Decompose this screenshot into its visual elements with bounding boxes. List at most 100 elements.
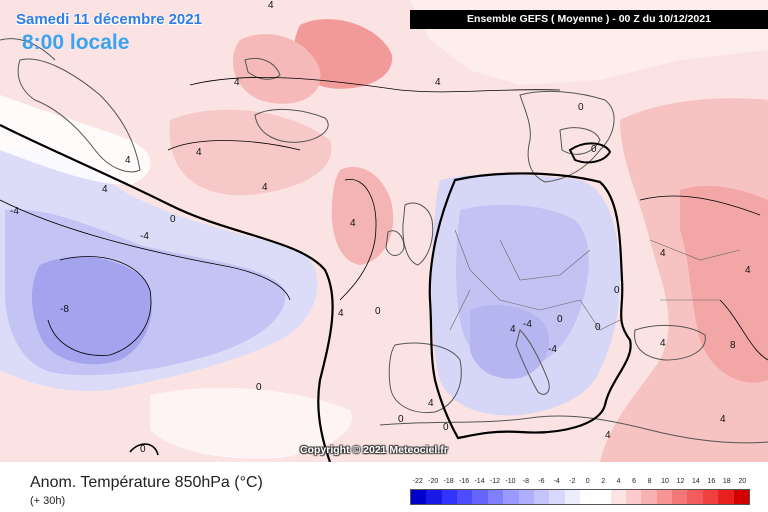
contour-label: 4 bbox=[435, 77, 441, 88]
contour-label: 0 bbox=[443, 422, 449, 433]
plus8-isoline-east bbox=[719, 299, 768, 361]
minus8-isoline bbox=[47, 256, 152, 356]
contour-label: 0 bbox=[578, 102, 584, 113]
map-canvas: 4 4 4 4 4 4 0 0 0 0 -4 -4 -8 4 0 4 0 4 4… bbox=[0, 0, 768, 462]
central-atlantic-warm bbox=[169, 109, 332, 196]
forecast-local-time: 8:00 locale bbox=[22, 31, 130, 54]
color-scale-legend: -22 -20 -18 -16 -14 -12 -10 -8 -6 -4 -2 0 2 4 6 8 10 12 14… bbox=[410, 478, 750, 508]
plus4-isoline-tongue bbox=[339, 178, 377, 301]
contour-label: -4 bbox=[523, 319, 532, 330]
italy-coast bbox=[515, 329, 550, 395]
legend-color-cell bbox=[533, 490, 550, 504]
contour-label: 0 bbox=[557, 314, 563, 325]
cold-pool-core bbox=[31, 256, 152, 365]
zero-contour-south bbox=[129, 443, 159, 456]
contour-label: 4 bbox=[338, 308, 344, 319]
plus4-isoline-mid bbox=[167, 140, 301, 151]
contour-label: -4 bbox=[140, 231, 149, 242]
legend-tick-label: 8 bbox=[647, 478, 652, 485]
contour-label: 0 bbox=[595, 322, 601, 333]
forecast-date: Samedi 11 décembre 2021 bbox=[16, 11, 202, 28]
legend-tick-row: -22 -20 -18 -16 -14 -12 -10 -8 -6 -4 -2 0 2 4 6 8 10 12 14… bbox=[410, 478, 750, 488]
legend-tick-label: -2 bbox=[569, 478, 576, 485]
legend-color-cell bbox=[595, 490, 611, 504]
legend-color-cell bbox=[457, 490, 473, 504]
svalbard-coast bbox=[244, 57, 281, 80]
legend-tick-label: -22 bbox=[412, 478, 423, 485]
greenland-coast bbox=[17, 58, 141, 173]
legend-tick-label: -18 bbox=[443, 478, 454, 485]
legend-color-cell bbox=[687, 490, 703, 504]
legend-color-bar bbox=[410, 489, 750, 505]
contour-label: 4 bbox=[196, 147, 202, 158]
zero-contour-europe bbox=[428, 172, 632, 440]
contour-label: 0 bbox=[591, 144, 597, 155]
lead-time: (+ 30h) bbox=[30, 495, 66, 507]
contour-label: -4 bbox=[10, 206, 19, 217]
contour-label: 4 bbox=[234, 77, 240, 88]
legend-color-cell bbox=[518, 490, 534, 504]
contour-label: 4 bbox=[605, 430, 611, 441]
contour-label: 4 bbox=[745, 265, 751, 276]
legend-color-cell bbox=[472, 490, 488, 504]
contour-label: 0 bbox=[614, 285, 620, 296]
gulf-of-bothnia bbox=[559, 127, 601, 155]
minus4-isoline bbox=[0, 199, 291, 301]
legend-tick-label: 0 bbox=[585, 478, 590, 485]
greenland-coast-north bbox=[0, 38, 56, 61]
contour-label: 4 bbox=[350, 218, 356, 229]
contour-label: 0 bbox=[170, 214, 176, 225]
contour-label: 4 bbox=[125, 155, 131, 166]
legend-color-cell bbox=[718, 490, 734, 504]
legend-tick-label: -12 bbox=[489, 478, 501, 485]
contour-label: -8 bbox=[60, 304, 69, 315]
legend-color-cell bbox=[702, 490, 719, 504]
legend-tick-label: 20 bbox=[738, 478, 747, 485]
legend-tick-label: -20 bbox=[428, 478, 439, 485]
scandinavia-coast bbox=[519, 90, 615, 183]
contour-label: 4 bbox=[268, 0, 274, 11]
legend-color-cell bbox=[549, 490, 565, 504]
legend-color-cell bbox=[426, 490, 442, 504]
contour-label: 8 bbox=[730, 340, 736, 351]
legend-color-cell bbox=[626, 490, 642, 504]
footer-bar: Anom. Température 850hPa (°C) (+ 30h) -2… bbox=[0, 462, 768, 512]
legend-tick-label: 10 bbox=[661, 478, 669, 485]
contour-label: 4 bbox=[720, 414, 726, 425]
iberia-coast bbox=[388, 342, 462, 414]
legend-tick-label: -6 bbox=[538, 478, 545, 485]
legend-color-cell bbox=[672, 490, 688, 504]
great-britain-coast bbox=[402, 202, 434, 266]
legend-color-cell bbox=[441, 490, 458, 504]
zero-zone-west bbox=[0, 95, 151, 185]
contour-label: 0 bbox=[375, 306, 381, 317]
legend-tick-label: 14 bbox=[692, 478, 700, 485]
legend-color-cell bbox=[656, 490, 673, 504]
contour-label: 4 bbox=[428, 398, 434, 409]
iceland-coast bbox=[254, 109, 329, 143]
legend-tick-label: 4 bbox=[616, 478, 621, 485]
anomaly-map: 4 4 4 4 4 4 0 0 0 0 -4 -4 -8 4 0 4 0 4 4… bbox=[0, 0, 768, 462]
legend-color-cell bbox=[641, 490, 657, 504]
legend-tick-label: 12 bbox=[676, 478, 685, 485]
legend-color-cell bbox=[411, 490, 427, 504]
contour-label: 4 bbox=[102, 184, 108, 195]
legend-tick-label: -4 bbox=[553, 478, 560, 485]
legend-tick-label: 2 bbox=[601, 478, 606, 485]
contour-label: 4 bbox=[262, 182, 268, 193]
contour-label: 0 bbox=[398, 414, 404, 425]
parameter-title: Anom. Température 850hPa (°C) bbox=[30, 474, 263, 491]
legend-tick-label: 16 bbox=[707, 478, 716, 485]
legend-color-cell bbox=[487, 490, 504, 504]
plus4-isoline-north bbox=[189, 77, 561, 93]
legend-tick-label: -10 bbox=[505, 478, 516, 485]
legend-tick-label: -16 bbox=[459, 478, 470, 485]
model-run-banner: Ensemble GEFS ( Moyenne ) - 00 Z du 10/1… bbox=[410, 10, 768, 29]
contour-label: 0 bbox=[140, 444, 146, 455]
legend-tick-label: -8 bbox=[522, 478, 530, 485]
legend-tick-label: -14 bbox=[474, 478, 485, 485]
contour-label: 4 bbox=[660, 248, 666, 259]
contour-label: 4 bbox=[660, 338, 666, 349]
ireland-coast bbox=[385, 230, 405, 256]
